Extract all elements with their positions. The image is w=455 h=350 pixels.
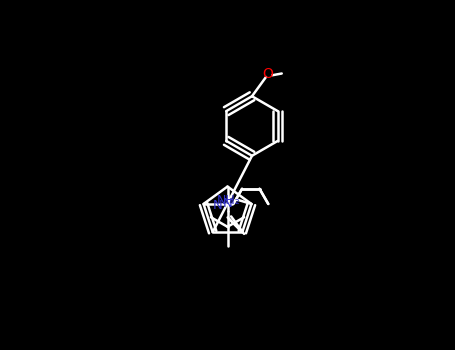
Text: NH₂: NH₂ [217, 194, 241, 207]
Text: O: O [263, 67, 273, 81]
Text: N: N [223, 197, 233, 210]
Text: N: N [213, 199, 222, 212]
